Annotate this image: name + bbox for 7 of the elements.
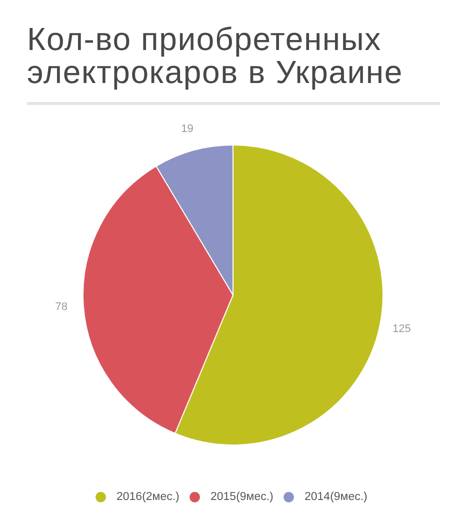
legend-label: 2014(9мес.) [304, 491, 368, 504]
chart-title: Кол-во приобретенных электрокаров в Украине [27, 21, 404, 90]
data-label: 19 [181, 123, 194, 136]
data-label: 78 [55, 301, 68, 314]
legend-label: 2016(2мес.) [116, 491, 180, 504]
legend-label: 2015(9мес.) [210, 491, 274, 504]
data-label: 125 [392, 322, 411, 335]
